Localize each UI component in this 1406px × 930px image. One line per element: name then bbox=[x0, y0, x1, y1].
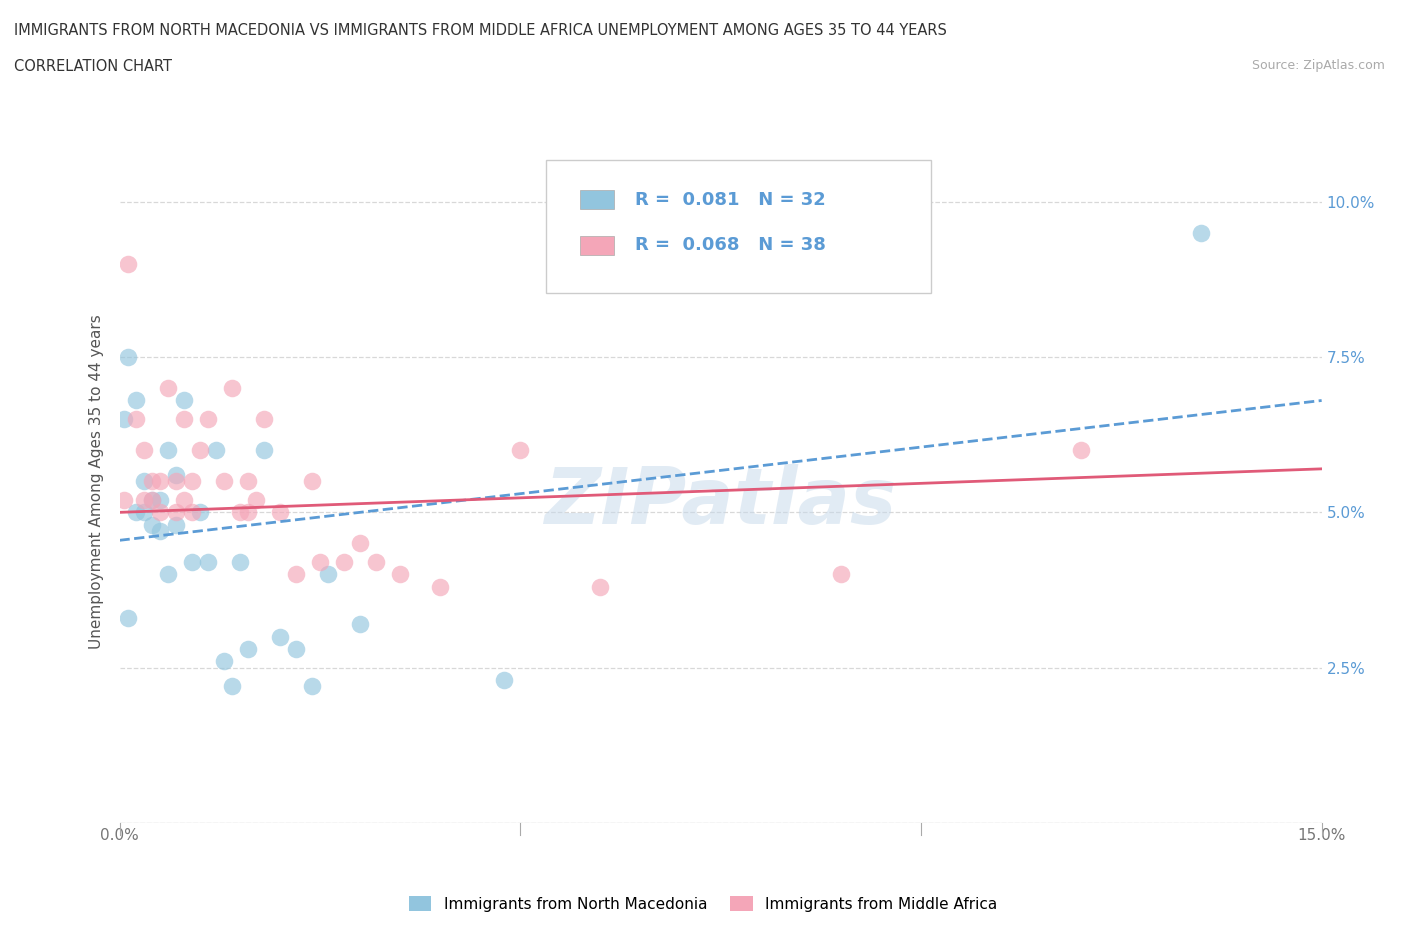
Point bbox=[124, 393, 146, 408]
Point bbox=[221, 380, 243, 395]
Point bbox=[236, 505, 259, 520]
Point bbox=[236, 642, 259, 657]
FancyBboxPatch shape bbox=[547, 160, 931, 293]
Point bbox=[228, 505, 252, 520]
Point bbox=[429, 579, 451, 594]
Point bbox=[173, 412, 195, 427]
Point bbox=[141, 517, 163, 532]
Point bbox=[212, 474, 235, 489]
Point bbox=[156, 380, 179, 395]
Point bbox=[112, 493, 135, 508]
Point bbox=[117, 350, 139, 365]
Point bbox=[141, 474, 163, 489]
Point bbox=[165, 505, 187, 520]
Point bbox=[156, 443, 179, 458]
Point bbox=[388, 567, 412, 582]
Point bbox=[188, 443, 211, 458]
Point bbox=[269, 630, 291, 644]
Point bbox=[173, 393, 195, 408]
Point bbox=[284, 567, 307, 582]
Point bbox=[830, 567, 852, 582]
Legend: Immigrants from North Macedonia, Immigrants from Middle Africa: Immigrants from North Macedonia, Immigra… bbox=[402, 889, 1004, 918]
Point bbox=[180, 474, 202, 489]
Point bbox=[228, 554, 252, 569]
Point bbox=[141, 493, 163, 508]
Text: R =  0.068   N = 38: R = 0.068 N = 38 bbox=[636, 236, 827, 255]
Point bbox=[112, 412, 135, 427]
Point bbox=[589, 579, 612, 594]
Point bbox=[301, 474, 323, 489]
Point bbox=[284, 642, 307, 657]
Point bbox=[1191, 225, 1213, 240]
Point bbox=[364, 554, 387, 569]
Point bbox=[221, 679, 243, 694]
Text: Source: ZipAtlas.com: Source: ZipAtlas.com bbox=[1251, 59, 1385, 72]
Point bbox=[349, 536, 371, 551]
Point bbox=[180, 554, 202, 569]
Point bbox=[269, 505, 291, 520]
Point bbox=[204, 443, 226, 458]
Point bbox=[197, 554, 219, 569]
Point bbox=[124, 412, 146, 427]
Point bbox=[117, 611, 139, 626]
Bar bbox=[579, 236, 613, 255]
Point bbox=[349, 617, 371, 631]
Point bbox=[149, 493, 172, 508]
Point bbox=[245, 493, 267, 508]
Text: IMMIGRANTS FROM NORTH MACEDONIA VS IMMIGRANTS FROM MIDDLE AFRICA UNEMPLOYMENT AM: IMMIGRANTS FROM NORTH MACEDONIA VS IMMIG… bbox=[14, 23, 946, 38]
Point bbox=[253, 443, 276, 458]
Point bbox=[212, 654, 235, 669]
Text: ZIPatlas: ZIPatlas bbox=[544, 464, 897, 539]
Text: R =  0.081   N = 32: R = 0.081 N = 32 bbox=[636, 191, 825, 208]
Point bbox=[188, 505, 211, 520]
Point bbox=[1070, 443, 1092, 458]
Point bbox=[156, 567, 179, 582]
Point bbox=[165, 468, 187, 483]
Text: CORRELATION CHART: CORRELATION CHART bbox=[14, 59, 172, 73]
Point bbox=[173, 493, 195, 508]
Point bbox=[124, 505, 146, 520]
Point bbox=[309, 554, 332, 569]
Point bbox=[149, 524, 172, 538]
Point bbox=[132, 443, 155, 458]
Point bbox=[132, 505, 155, 520]
Point bbox=[149, 505, 172, 520]
Point bbox=[132, 493, 155, 508]
Point bbox=[197, 412, 219, 427]
Bar bbox=[579, 190, 613, 209]
Point bbox=[165, 517, 187, 532]
Point bbox=[494, 672, 516, 687]
Point bbox=[253, 412, 276, 427]
Point bbox=[301, 679, 323, 694]
Point bbox=[132, 474, 155, 489]
Point bbox=[180, 505, 202, 520]
Point bbox=[141, 493, 163, 508]
Point bbox=[509, 443, 531, 458]
Point bbox=[236, 474, 259, 489]
Y-axis label: Unemployment Among Ages 35 to 44 years: Unemployment Among Ages 35 to 44 years bbox=[89, 314, 104, 648]
Point bbox=[149, 474, 172, 489]
Point bbox=[333, 554, 356, 569]
Point bbox=[117, 257, 139, 272]
Point bbox=[316, 567, 339, 582]
Point bbox=[165, 474, 187, 489]
